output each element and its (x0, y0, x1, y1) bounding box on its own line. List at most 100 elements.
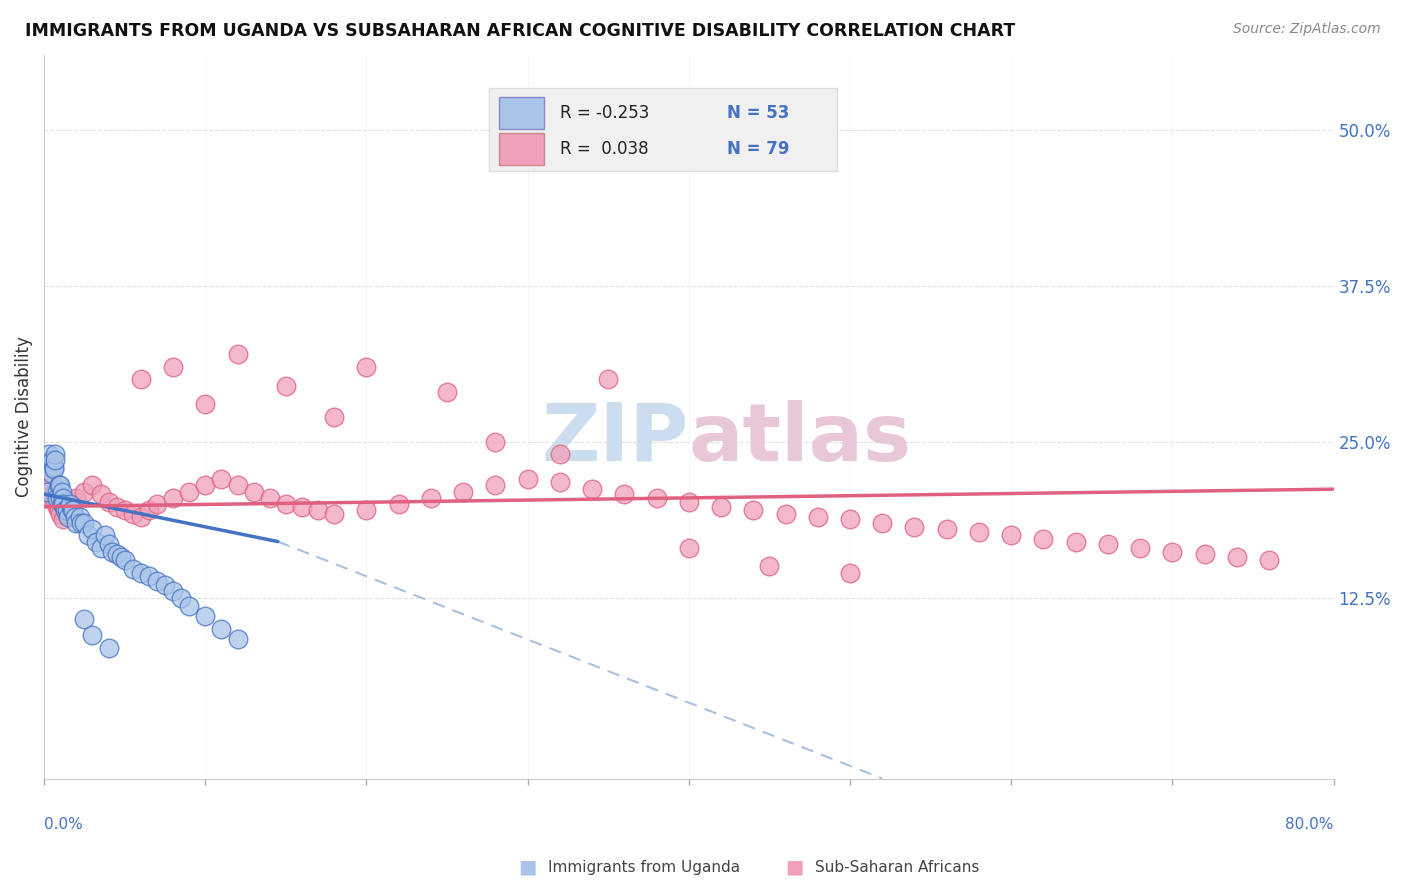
Point (323, 409, 346, 424)
Point (46, 491, 69, 505)
Point (548, 447, 571, 461)
Text: 0.0%: 0.0% (44, 817, 83, 832)
Point (226, 347, 249, 361)
Point (209, 472, 232, 486)
Point (97, 494, 120, 508)
Point (1000, 528, 1022, 542)
Point (775, 507, 797, 521)
Point (59, 497, 82, 511)
Point (170, 591, 193, 605)
Point (73, 484, 96, 499)
Point (153, 578, 176, 592)
Point (710, 500, 733, 514)
Point (94, 528, 117, 542)
Point (436, 384, 458, 399)
Point (42, 459, 65, 474)
Point (356, 359, 378, 374)
Point (146, 574, 169, 589)
Point (121, 562, 143, 576)
Point (1129, 541, 1152, 555)
Point (548, 475, 571, 489)
Point (870, 516, 893, 530)
Point (259, 491, 281, 505)
Point (121, 507, 143, 521)
Text: R = -0.253: R = -0.253 (560, 104, 650, 122)
Point (1161, 544, 1184, 558)
Point (48, 478, 70, 492)
Point (114, 553, 136, 567)
Point (758, 559, 780, 574)
Point (52, 497, 75, 511)
Point (37, 484, 59, 499)
Point (58, 509, 80, 524)
Point (307, 503, 329, 517)
Point (678, 494, 700, 508)
Point (598, 372, 620, 386)
Point (129, 566, 152, 580)
Point (645, 491, 668, 505)
Point (274, 497, 297, 511)
Point (581, 482, 603, 496)
Point (65, 491, 87, 505)
Point (967, 524, 990, 539)
Point (742, 503, 765, 517)
Text: ■: ■ (517, 857, 537, 877)
Y-axis label: Cognitive Disability: Cognitive Disability (15, 336, 32, 497)
Point (484, 478, 506, 492)
Point (226, 478, 249, 492)
Point (242, 484, 264, 499)
Text: IMMIGRANTS FROM UGANDA VS SUBSAHARAN AFRICAN COGNITIVE DISABILITY CORRELATION CH: IMMIGRANTS FROM UGANDA VS SUBSAHARAN AFR… (25, 22, 1015, 40)
Point (1194, 547, 1216, 561)
Text: R =  0.038: R = 0.038 (560, 140, 648, 158)
Point (82, 478, 104, 492)
Point (51, 484, 73, 499)
Point (44, 494, 66, 508)
Point (37, 491, 59, 505)
Point (1064, 534, 1087, 549)
Text: N = 53: N = 53 (727, 104, 790, 122)
Point (44, 453, 66, 467)
Point (129, 509, 152, 524)
Point (73, 612, 96, 626)
Point (419, 491, 441, 505)
Point (613, 487, 636, 501)
FancyBboxPatch shape (499, 96, 544, 129)
Point (935, 522, 957, 536)
Point (451, 484, 474, 499)
Point (1097, 537, 1119, 551)
Point (678, 541, 700, 555)
Point (129, 372, 152, 386)
Point (42, 462, 65, 476)
Point (39, 466, 62, 480)
Point (82, 522, 104, 536)
Point (63, 509, 86, 524)
Point (89, 487, 111, 501)
Point (76, 528, 98, 542)
Point (807, 509, 830, 524)
Text: atlas: atlas (689, 400, 912, 477)
Point (60, 503, 83, 517)
Point (52, 491, 75, 505)
Point (82, 628, 104, 642)
Point (1032, 532, 1054, 546)
Point (388, 497, 411, 511)
Text: Immigrants from Uganda: Immigrants from Uganda (548, 860, 741, 874)
Point (138, 503, 160, 517)
Point (51, 497, 73, 511)
Text: ■: ■ (785, 857, 804, 877)
Point (38, 447, 60, 461)
Point (903, 519, 925, 533)
Text: N = 79: N = 79 (727, 140, 790, 158)
Point (105, 500, 128, 514)
Point (62, 497, 84, 511)
Point (1258, 553, 1281, 567)
Point (41, 475, 63, 489)
Point (70, 516, 93, 530)
Point (97, 537, 120, 551)
Point (114, 503, 136, 517)
Point (44, 447, 66, 461)
Point (110, 549, 132, 564)
Point (194, 609, 217, 624)
Point (55, 503, 77, 517)
Point (1226, 549, 1249, 564)
